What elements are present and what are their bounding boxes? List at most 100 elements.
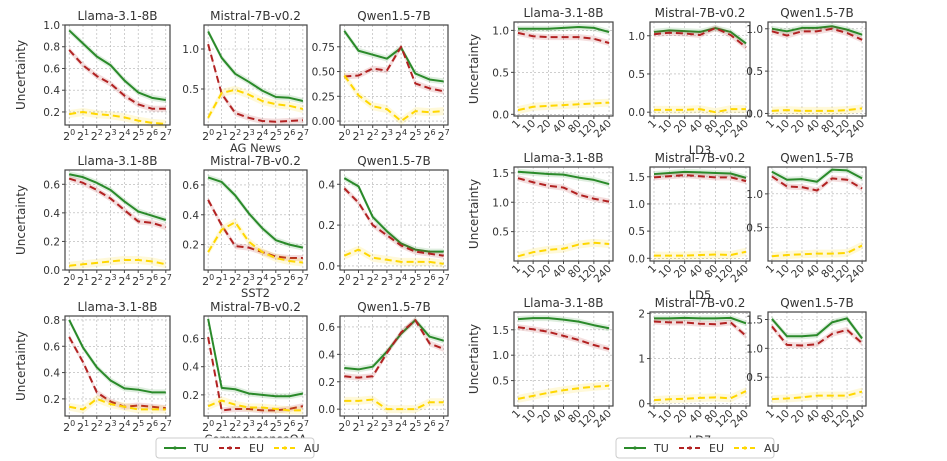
- series-band-tu: [771, 315, 863, 342]
- x-tick-label: 24: [256, 273, 268, 288]
- x-tick-label: 20: [63, 419, 75, 434]
- subplot-title: Qwen1.5-7B: [357, 154, 431, 168]
- x-tick-label: 26: [283, 128, 295, 143]
- y-axis-label: Uncertainty: [467, 324, 481, 394]
- x-tick-label: 26: [146, 128, 158, 143]
- x-tick-label: 22: [91, 273, 103, 288]
- x-tick-label: 22: [367, 128, 379, 143]
- x-tick-label: 21: [77, 273, 89, 288]
- y-tick-label: 0.2: [43, 394, 60, 406]
- subplot-left-1-1: Mistral-7B-v0.2 0.2 0.4 0.6 20 21 22 23 24 25 26 27…: [182, 154, 309, 300]
- x-axis-label: SST2: [241, 286, 270, 300]
- subplot-title: Mistral-7B-v0.2: [655, 296, 746, 310]
- series-band-eu: [208, 196, 303, 262]
- x-tick-label: 20: [202, 273, 214, 288]
- x-tick-label: 240: [845, 408, 868, 431]
- legend-marker: [228, 446, 232, 450]
- series-band-eu: [69, 334, 166, 412]
- y-tick-label: 0.2: [318, 220, 335, 232]
- legend-label-tu: TU: [653, 442, 669, 455]
- x-tick-label: 24: [395, 419, 407, 434]
- series-line-au: [517, 384, 610, 400]
- y-axis-label: Uncertainty: [467, 34, 481, 104]
- y-tick-label: 0.2: [182, 240, 199, 252]
- y-tick-label: 0.6: [318, 322, 335, 334]
- x-tick-label: 21: [216, 128, 228, 143]
- y-axis-label: Uncertainty: [14, 185, 28, 255]
- y-tick-label: 0.4: [318, 179, 335, 191]
- axes-frame: [339, 315, 449, 417]
- y-axis-label: Uncertainty: [14, 331, 28, 401]
- y-tick-label: 0.6: [43, 179, 60, 191]
- y-tick-label: 0.75: [312, 42, 335, 54]
- series-line-tu: [207, 30, 304, 102]
- series-line-au: [517, 241, 610, 258]
- legend-marker: [633, 446, 637, 450]
- subplot-left-2-2: Qwen1.5-7B 0.0 0.2 0.4 0.6 20 21 22 23 24 25 26 27: [318, 300, 449, 434]
- series-line-au: [654, 108, 746, 114]
- y-tick-label: 1.0: [492, 25, 509, 37]
- x-tick-label: 25: [132, 419, 144, 434]
- axes-frame: [203, 315, 308, 417]
- x-tick-label: 21: [352, 419, 364, 434]
- y-tick-label: 0.6: [182, 334, 199, 346]
- series-band-au: [654, 105, 746, 117]
- y-axis-label: Uncertainty: [14, 40, 28, 110]
- y-tick-label: 1.0: [746, 189, 763, 201]
- subplot-title: Mistral-7B-v0.2: [210, 9, 301, 23]
- axes-frame: [64, 24, 171, 126]
- series-line-eu: [653, 27, 747, 49]
- x-tick-label: 240: [592, 118, 615, 141]
- series-line-eu: [771, 27, 863, 41]
- subplot-left-0-0: Llama-3.1-8B0.20.40.60.81.020 21 22 23 24 25 2…: [14, 9, 172, 143]
- x-tick-label: 23: [243, 273, 255, 288]
- series-band-au: [771, 104, 863, 115]
- y-tick-label: 0.4: [182, 210, 199, 222]
- y-tick-label: 0.0: [318, 404, 335, 416]
- subplot-title: Llama-3.1-8B: [77, 300, 157, 314]
- x-axis-label: LD5: [689, 288, 712, 302]
- series-band-eu: [344, 317, 444, 381]
- series-band-eu: [771, 173, 863, 194]
- x-tick-label: 20: [202, 128, 214, 143]
- series-line-tu: [517, 26, 610, 34]
- y-tick-label: 1.0: [43, 20, 60, 32]
- legend-label-eu: EU: [709, 442, 724, 455]
- y-tick-label: 2: [638, 308, 645, 320]
- y-tick-label: 0.6: [43, 341, 60, 353]
- y-tick-label: 0.2: [318, 377, 335, 389]
- x-tick-label: 23: [105, 128, 117, 143]
- series-line-eu: [68, 177, 167, 229]
- x-tick-label: 23: [381, 419, 393, 434]
- x-tick-label: 240: [845, 263, 868, 286]
- legend-marker: [283, 446, 287, 450]
- series-line-au: [653, 390, 747, 402]
- subplot-right-0-1: Mistral-7B-v0.20.00.51.0110204080120240L…: [628, 6, 751, 157]
- series-line-eu: [344, 319, 445, 379]
- legend-marker: [743, 446, 747, 450]
- x-tick-label: 20: [63, 273, 75, 288]
- subplot-title: Llama-3.1-8B: [77, 154, 157, 168]
- x-tick-label: 25: [270, 273, 282, 288]
- y-tick-label: 1.0: [492, 197, 509, 209]
- legend-label-eu: EU: [249, 442, 264, 455]
- series-line-tu: [517, 317, 610, 330]
- series-band-eu: [208, 334, 303, 414]
- series-line-tu: [68, 319, 166, 394]
- y-tick-label: 0.4: [318, 349, 335, 361]
- y-tick-label: 1.0: [746, 343, 763, 355]
- y-tick-label: 0.25: [312, 91, 335, 103]
- subplot-left-1-2: Qwen1.5-7B 0.0 0.2 0.4 20 21 22 23 24 25 26 27: [318, 154, 449, 288]
- x-tick-label: 24: [395, 273, 407, 288]
- y-tick-label: 0.00: [312, 116, 335, 128]
- series-line-au: [343, 74, 444, 123]
- x-tick-label: 22: [229, 273, 241, 288]
- subplot-title: Qwen1.5-7B: [780, 6, 854, 20]
- y-tick-label: 0.5: [628, 69, 645, 81]
- series-line-tu: [771, 25, 863, 36]
- series-line-tu: [653, 27, 747, 45]
- series-band-tu: [208, 174, 303, 251]
- series-line-eu: [517, 177, 610, 203]
- subplot-left-2-1: Mistral-7B-v0.2 0.2 0.4 0.6 20 21 22 23 24 25 26 27…: [182, 300, 309, 446]
- series-line-au: [771, 244, 863, 258]
